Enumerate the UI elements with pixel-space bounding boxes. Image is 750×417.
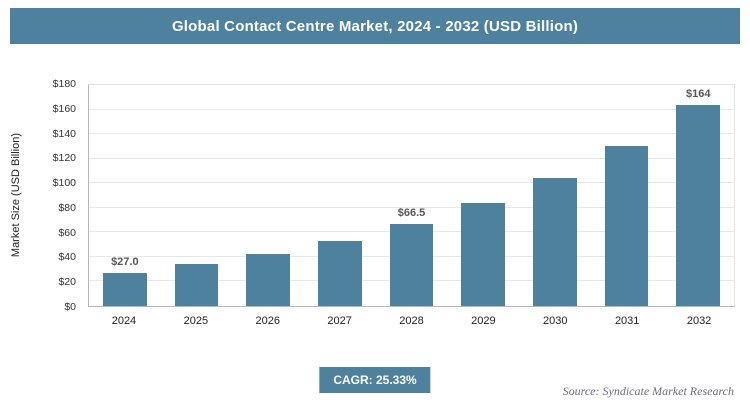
bar-2032: $164: [676, 88, 721, 306]
x-tick-label: 2028: [399, 315, 424, 327]
x-tick-label: 2024: [111, 315, 137, 327]
gridline: [89, 133, 734, 135]
cagr-badge: CAGR: 25.33%: [319, 367, 431, 393]
bar-column: $66.5: [376, 85, 448, 306]
y-axis-label-wrap: Market Size (USD Billion): [8, 84, 24, 307]
x-tick-label: 2027: [327, 315, 352, 327]
gridline: [89, 182, 734, 184]
y-axis-ticks: $0 $20 $40 $60 $80 $100 $120 $140 $160 $180: [28, 78, 82, 313]
bar-2029: [461, 203, 506, 306]
y-tick-label: $160: [52, 102, 76, 115]
y-tick-label: $60: [58, 226, 76, 239]
y-tick-label: $0: [64, 301, 76, 313]
bar-2025: [174, 264, 219, 306]
x-tick-label: 2029: [471, 315, 496, 327]
bar-column: [161, 85, 233, 306]
plot-area: $27.0 $66.5 $164: [88, 84, 735, 307]
x-tick-label: 2030: [543, 315, 568, 327]
bar-2031: [604, 145, 649, 306]
x-tick-label: 2032: [686, 315, 712, 327]
gridline: [89, 108, 734, 110]
bar-2028: $66.5: [389, 207, 434, 306]
bar-column: [447, 85, 519, 306]
chart-title-banner: Global Contact Centre Market, 2024 - 203…: [10, 8, 740, 44]
y-tick-label: $140: [52, 127, 76, 140]
y-tick-label: $20: [58, 276, 76, 289]
y-tick-label: $180: [52, 78, 76, 90]
bar-column: [304, 85, 376, 306]
source-text: Source: Syndicate Market Research: [562, 384, 734, 398]
bar-2027: [317, 240, 362, 306]
gridline: [89, 157, 734, 159]
x-tick-label: 2031: [614, 315, 640, 327]
x-tick-label: 2026: [255, 315, 280, 327]
bar-column: [591, 85, 663, 306]
y-tick-label: $100: [52, 177, 76, 190]
bar-value-label: $27.0: [111, 255, 139, 268]
chart-title: Global Contact Centre Market, 2024 - 203…: [171, 17, 579, 35]
bar-2026: [246, 253, 291, 306]
y-tick-label: $40: [58, 251, 76, 264]
y-axis-label: Market Size (USD Billion): [10, 133, 22, 258]
y-tick-label: $120: [52, 152, 76, 165]
bar-value-label: $66.5: [397, 207, 426, 220]
gridline: [89, 206, 734, 208]
bar-column: $164: [662, 85, 734, 306]
bar-column: [232, 85, 304, 306]
bar-column: $27.0: [89, 85, 161, 306]
x-tick-label: 2025: [183, 315, 209, 327]
y-tick-label: $80: [58, 201, 76, 214]
bar-2024: $27.0: [102, 256, 147, 306]
x-axis-labels: 2024 2025 2026 2027 2028 2029 2030 2031 2032: [88, 315, 735, 327]
bar-2030: [533, 177, 577, 306]
bar-column: [519, 85, 591, 306]
bar-value-label: $164: [685, 87, 711, 100]
bars: $27.0 $66.5 $164: [89, 85, 734, 306]
